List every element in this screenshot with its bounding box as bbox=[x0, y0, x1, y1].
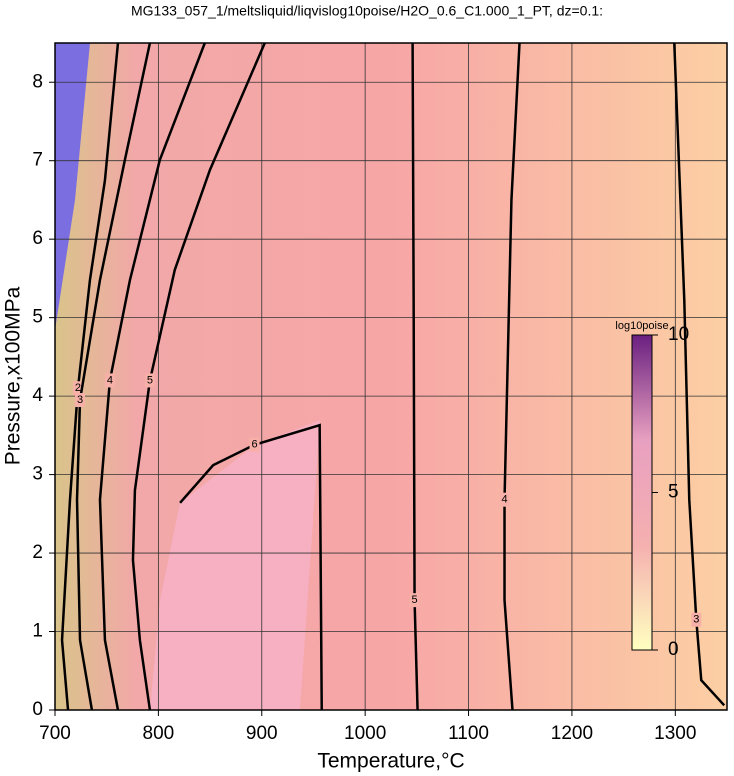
colorbar-tick-label: 5 bbox=[668, 482, 679, 503]
contour-label: 6 bbox=[251, 439, 257, 451]
x-tick-label: 1100 bbox=[448, 723, 489, 744]
y-tick-label: 5 bbox=[32, 307, 43, 328]
contour-label-bg bbox=[499, 492, 510, 507]
colorbar-tick-label: 10 bbox=[668, 324, 689, 345]
x-tick-label: 700 bbox=[39, 723, 71, 744]
colorbar-tick-label: 0 bbox=[668, 639, 679, 660]
contour-label: 4 bbox=[501, 494, 507, 506]
y-tick-label: 8 bbox=[32, 71, 43, 92]
y-tick-label: 4 bbox=[32, 385, 43, 406]
colorbar-label: log10poise bbox=[615, 320, 668, 332]
x-tick-label: 1200 bbox=[551, 723, 593, 744]
contour-label: 5 bbox=[412, 594, 418, 606]
contour-label-bg bbox=[691, 612, 702, 627]
x-axis-title: Temperature,°C bbox=[317, 750, 464, 773]
contour-label-bg bbox=[104, 373, 115, 388]
y-axis-title: Pressure,x100MPa bbox=[2, 286, 25, 465]
contour-line bbox=[673, 42, 726, 707]
field bbox=[55, 43, 727, 710]
y-tick-label: 6 bbox=[32, 228, 43, 249]
contour-label: 3 bbox=[693, 614, 699, 626]
x-tick-label: 800 bbox=[143, 723, 175, 744]
y-tick-label: 1 bbox=[32, 621, 43, 642]
contour-line bbox=[131, 42, 266, 711]
contour-label-bg bbox=[72, 381, 83, 396]
contour-line bbox=[411, 42, 419, 711]
low-region bbox=[55, 43, 90, 330]
contour-label-bg bbox=[409, 593, 420, 608]
x-tick-label: 1000 bbox=[344, 723, 386, 744]
contour-label: 4 bbox=[107, 374, 113, 386]
contour-label: 5 bbox=[147, 374, 153, 386]
contour-label: 2 bbox=[75, 382, 81, 394]
contour-label: 3 bbox=[77, 394, 83, 406]
high-region bbox=[150, 420, 320, 710]
contour-label-bg bbox=[249, 437, 260, 452]
colorbar bbox=[631, 334, 653, 651]
x-tick-label: 900 bbox=[246, 723, 278, 744]
x-tick-label: 1300 bbox=[654, 723, 696, 744]
y-tick-label: 7 bbox=[32, 150, 43, 171]
y-tick-label: 2 bbox=[32, 542, 43, 563]
y-tick-label: 3 bbox=[32, 464, 43, 485]
contour-label-bg bbox=[144, 373, 155, 388]
y-tick-label: 0 bbox=[32, 699, 43, 720]
chart-title: MG133_057_1/meltsliquid/liqvislog10poise… bbox=[131, 3, 603, 19]
plot-frame bbox=[54, 42, 728, 711]
contour-label-bg bbox=[75, 393, 86, 408]
